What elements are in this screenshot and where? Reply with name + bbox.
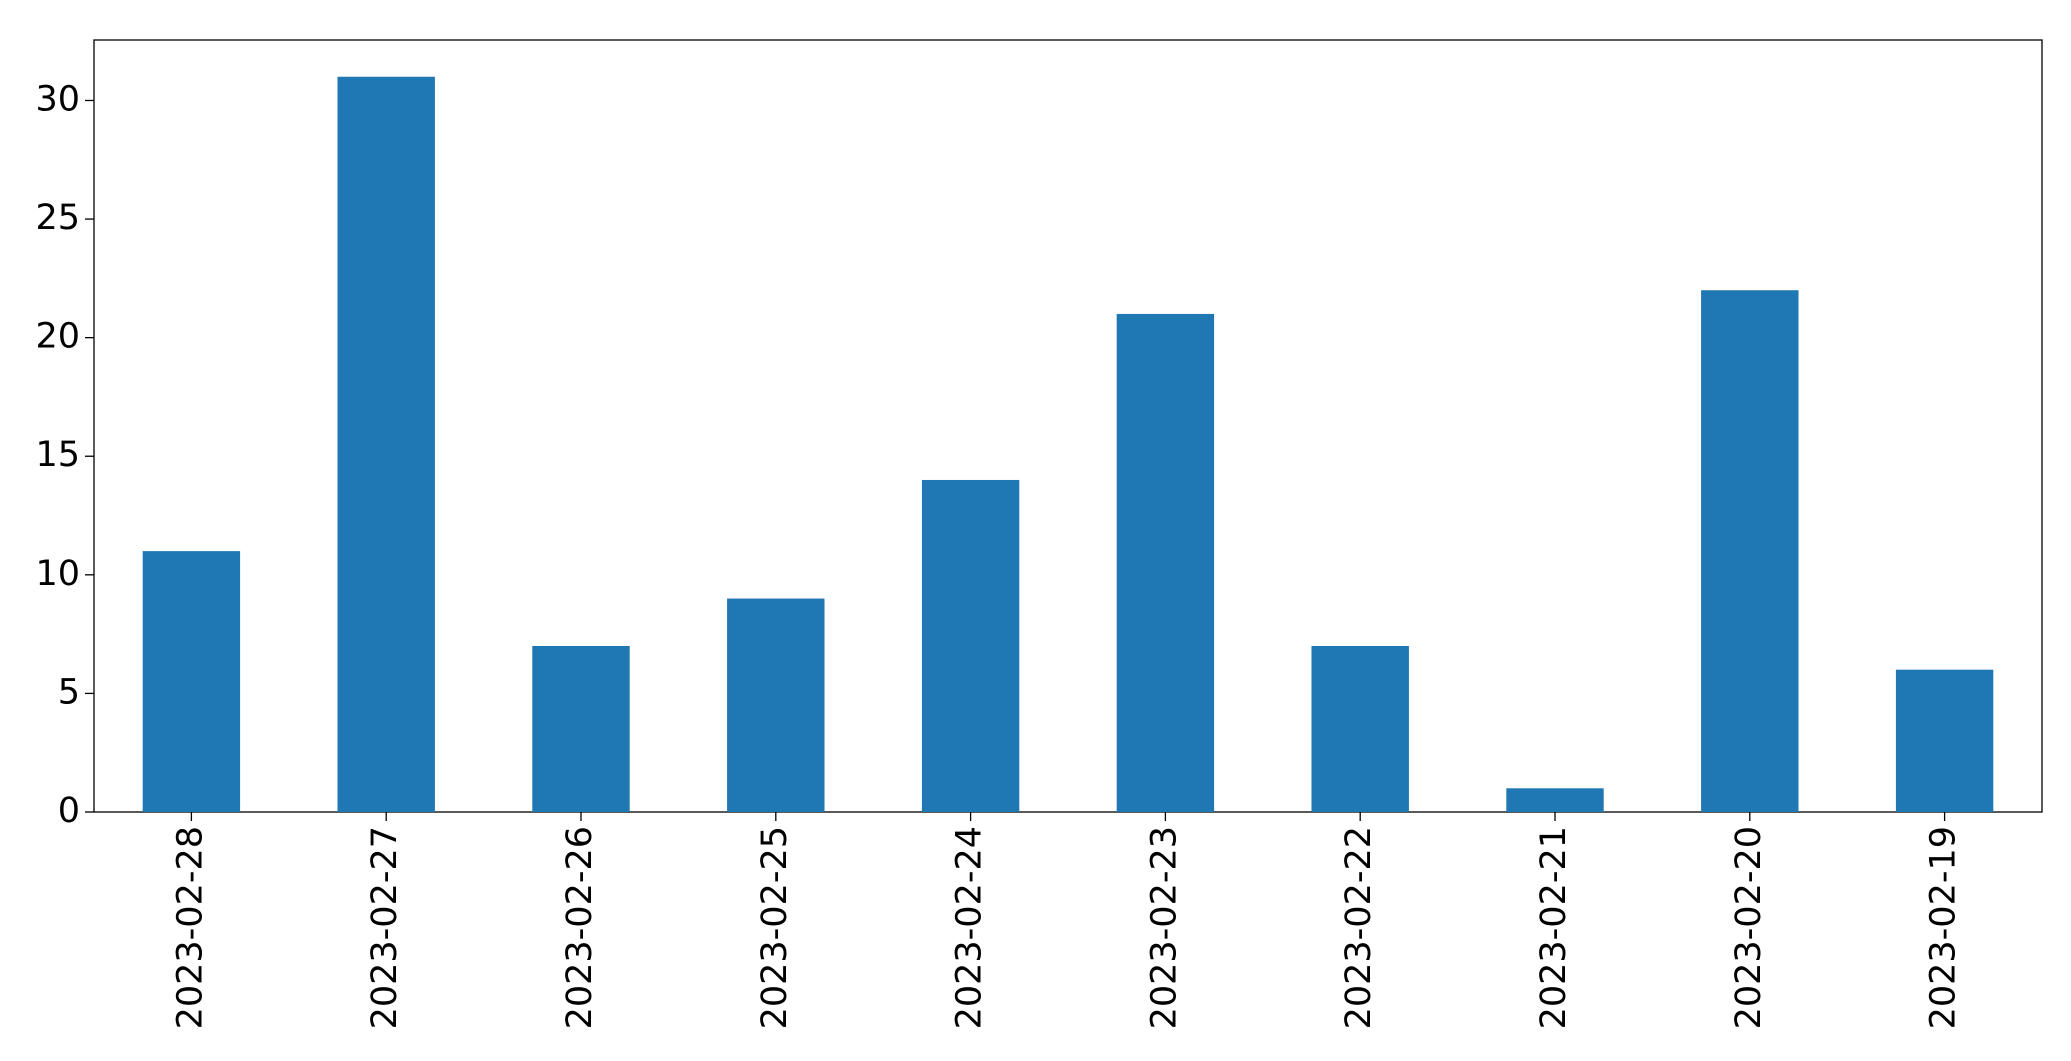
y-tick-label: 10 bbox=[35, 554, 80, 594]
x-tick-label: 2023-02-24 bbox=[950, 826, 990, 1029]
bar bbox=[1506, 788, 1604, 812]
x-tick-label: 2023-02-23 bbox=[1144, 826, 1184, 1029]
bar bbox=[1311, 645, 1409, 812]
x-tick-label: 2023-02-26 bbox=[560, 826, 600, 1029]
bar bbox=[142, 551, 241, 812]
y-tick-label: 15 bbox=[35, 435, 80, 475]
y-tick-label: 25 bbox=[35, 198, 80, 238]
bar bbox=[337, 76, 435, 812]
x-tick-label: 2023-02-19 bbox=[1924, 826, 1964, 1029]
y-tick-label: 20 bbox=[35, 317, 80, 357]
bar bbox=[1701, 290, 1799, 812]
bar bbox=[1116, 313, 1215, 812]
y-tick-label: 0 bbox=[58, 791, 80, 831]
bar bbox=[921, 479, 1020, 812]
y-tick-label: 30 bbox=[35, 79, 80, 119]
x-tick-label: 2023-02-20 bbox=[1729, 826, 1769, 1029]
bar bbox=[532, 645, 630, 812]
y-tick-label: 5 bbox=[58, 672, 80, 712]
x-tick-label: 2023-02-21 bbox=[1534, 826, 1574, 1029]
plot-frame bbox=[93, 39, 2043, 813]
x-tick-label: 2023-02-28 bbox=[170, 826, 210, 1029]
x-tick-label: 2023-02-27 bbox=[365, 826, 405, 1029]
bar bbox=[1895, 669, 1994, 812]
x-tick-label: 2023-02-22 bbox=[1339, 826, 1379, 1029]
x-tick-label: 2023-02-25 bbox=[755, 826, 795, 1029]
bar bbox=[727, 598, 825, 812]
